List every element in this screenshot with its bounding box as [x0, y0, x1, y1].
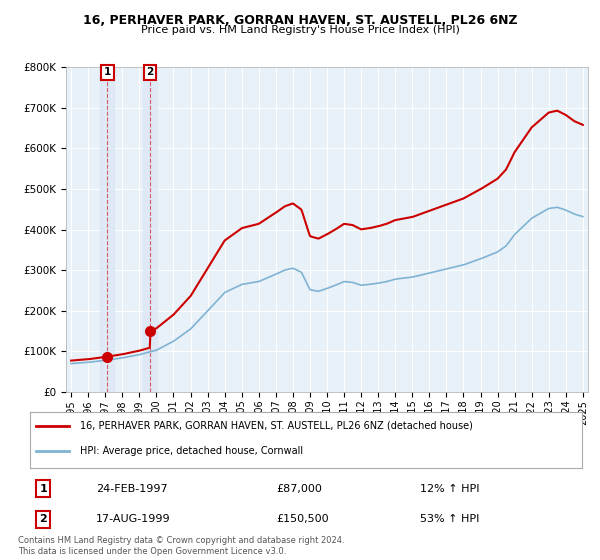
Text: Contains HM Land Registry data © Crown copyright and database right 2024.
This d: Contains HM Land Registry data © Crown c… — [18, 536, 344, 556]
Text: 2: 2 — [146, 67, 154, 77]
Text: 17-AUG-1999: 17-AUG-1999 — [96, 515, 170, 524]
Text: 24-FEB-1997: 24-FEB-1997 — [96, 484, 167, 493]
Bar — [143, 67, 157, 392]
Text: 16, PERHAVER PARK, GORRAN HAVEN, ST. AUSTELL, PL26 6NZ (detached house): 16, PERHAVER PARK, GORRAN HAVEN, ST. AUS… — [80, 421, 473, 431]
Text: £87,000: £87,000 — [276, 484, 322, 493]
Text: Price paid vs. HM Land Registry's House Price Index (HPI): Price paid vs. HM Land Registry's House … — [140, 25, 460, 35]
Text: 1: 1 — [104, 67, 111, 77]
Text: £150,500: £150,500 — [276, 515, 329, 524]
Text: 12% ↑ HPI: 12% ↑ HPI — [420, 484, 479, 493]
Text: 1: 1 — [40, 484, 47, 493]
Bar — [100, 67, 114, 392]
Text: 16, PERHAVER PARK, GORRAN HAVEN, ST. AUSTELL, PL26 6NZ: 16, PERHAVER PARK, GORRAN HAVEN, ST. AUS… — [83, 14, 517, 27]
Text: 2: 2 — [40, 515, 47, 524]
Text: 53% ↑ HPI: 53% ↑ HPI — [420, 515, 479, 524]
Text: HPI: Average price, detached house, Cornwall: HPI: Average price, detached house, Corn… — [80, 446, 303, 456]
